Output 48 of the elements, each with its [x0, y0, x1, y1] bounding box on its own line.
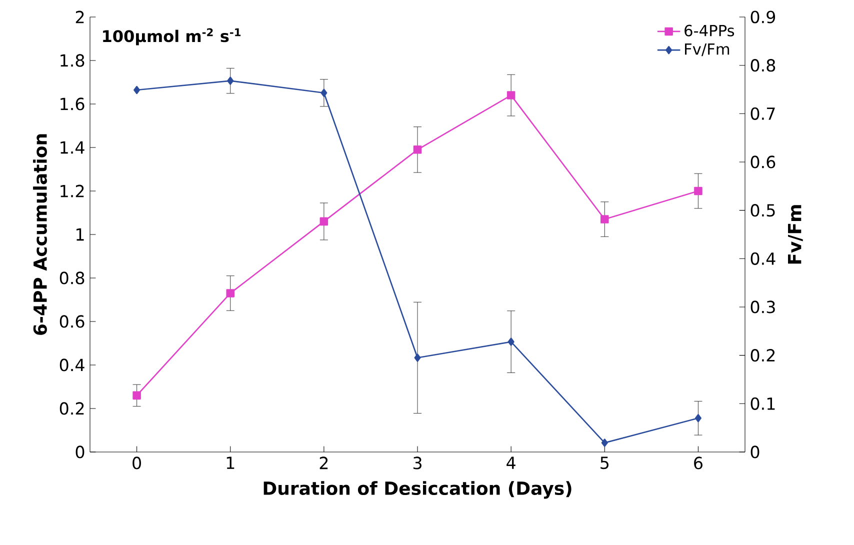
point — [508, 338, 514, 346]
annotation: 100µmol m$^{-2}$ s$^{-1}$ — [103, 28, 241, 46]
y-axis-title: 6-4PP Accumulation — [33, 134, 47, 335]
y-tick-label: 0.2 — [60, 402, 84, 415]
y2-tick-label: 0.4 — [750, 252, 776, 265]
x-tick-label: 3 — [413, 456, 422, 470]
legend-label: Fv/Fm — [685, 44, 730, 56]
y-tick-label: 0 — [76, 446, 84, 458]
y2-tick-label: 0.3 — [750, 300, 775, 314]
point — [600, 215, 609, 224]
x-tick-label: 2 — [320, 456, 328, 470]
y2-tick-label: 0.1 — [750, 397, 775, 410]
point — [414, 354, 421, 362]
y-tick-label: 0.8 — [60, 272, 84, 284]
point — [226, 289, 234, 298]
y2-tick-label: 0.9 — [750, 10, 776, 24]
y-tick-label: 0.6 — [60, 315, 84, 328]
y-tick-label: 1.4 — [60, 141, 84, 154]
y-tick-label: 1.2 — [60, 184, 84, 198]
y-tick-label: 1.8 — [60, 54, 84, 67]
point — [506, 91, 516, 100]
point — [413, 146, 422, 154]
point — [134, 86, 140, 94]
legend-label: 6-4PPs — [684, 24, 734, 36]
x-axis-title: Duration of Desiccation (Days) — [264, 481, 572, 499]
y2-tick-label: 0 — [750, 446, 760, 458]
y2-tick-label: 0.2 — [750, 349, 775, 362]
x-tick-label: 6 — [694, 456, 702, 470]
point — [694, 186, 702, 196]
point — [320, 217, 328, 226]
y2-tick-label: 0.7 — [750, 107, 775, 120]
x-tick-label: 4 — [506, 456, 516, 469]
point — [694, 414, 702, 422]
y2-tick-label: 0.6 — [750, 156, 776, 168]
point — [227, 76, 234, 85]
y-tick-label: 2 — [76, 10, 84, 24]
point — [601, 438, 608, 447]
y2-tick-label: 0.8 — [750, 59, 776, 72]
y-tick-label: 1.6 — [60, 98, 84, 110]
x-tick-label: 1 — [226, 456, 234, 469]
point — [320, 88, 328, 98]
x-tick-label: 0 — [132, 456, 141, 470]
y2-tick-label: 0.5 — [750, 204, 775, 217]
y2-axis-title: Fv/Fm — [788, 205, 803, 264]
x-tick-label: 5 — [600, 456, 608, 470]
y-tick-label: 1 — [76, 228, 84, 241]
point — [132, 391, 141, 400]
y-tick-label: 0.4 — [60, 358, 84, 372]
